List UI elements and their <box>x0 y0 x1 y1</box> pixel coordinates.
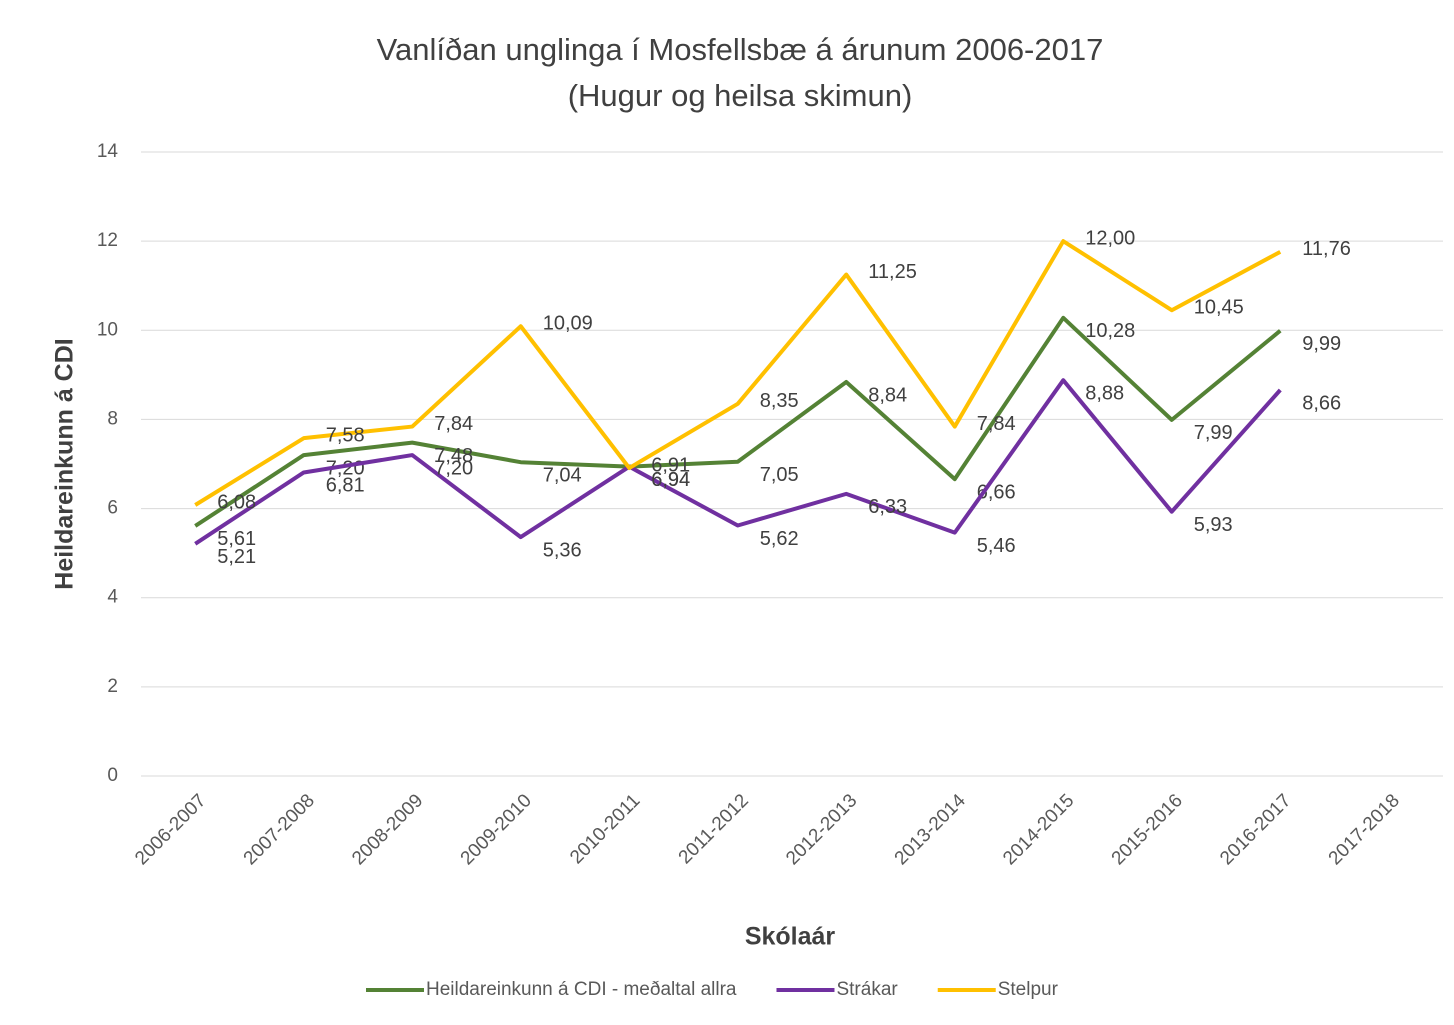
y-tick-label: 6 <box>107 498 118 519</box>
data-label: 8,35 <box>760 390 799 412</box>
y-tick-label: 2 <box>107 676 118 697</box>
legend-label: Strákar <box>836 979 898 1000</box>
data-label: 5,21 <box>217 546 256 568</box>
data-label: 7,58 <box>326 424 365 446</box>
data-label: 10,45 <box>1194 297 1244 319</box>
data-label: 5,93 <box>1194 514 1233 536</box>
data-label: 6,94 <box>651 469 690 491</box>
data-label: 7,48 <box>434 445 473 467</box>
y-axis-label: Heildareinkunn á CDI <box>51 338 79 589</box>
legend-label: Heildareinkunn á CDI - meðaltal allra <box>426 979 737 1000</box>
data-label: 7,84 <box>434 413 473 435</box>
data-label: 7,05 <box>760 464 799 486</box>
line <box>194 315 1282 528</box>
y-tick-label: 12 <box>97 230 118 251</box>
data-label: 5,36 <box>543 539 582 561</box>
data-label: 8,66 <box>1302 392 1341 414</box>
data-label: 7,84 <box>977 413 1016 435</box>
line <box>194 239 1282 507</box>
y-tick-label: 8 <box>107 408 118 429</box>
data-label: 7,04 <box>543 464 582 486</box>
data-label: 11,76 <box>1302 238 1351 260</box>
data-label: 8,84 <box>868 384 907 406</box>
data-label: 6,91 <box>651 454 690 476</box>
data-label: 7,20 <box>434 457 473 479</box>
data-label: 9,99 <box>1302 333 1341 355</box>
data-label: 11,25 <box>868 261 917 283</box>
data-label: 8,88 <box>1085 382 1124 404</box>
data-label: 5,61 <box>217 528 256 550</box>
legend-label: Stelpur <box>998 979 1059 1000</box>
data-label: 12,00 <box>1085 227 1135 249</box>
y-tick-label: 10 <box>97 319 118 340</box>
data-label: 7,99 <box>1194 422 1233 444</box>
data-label: 6,33 <box>868 496 907 518</box>
x-axis-label: Skólaár <box>745 923 836 951</box>
data-label: 5,46 <box>977 535 1016 557</box>
y-tick-label: 0 <box>107 765 118 786</box>
data-label: 6,81 <box>326 475 365 497</box>
data-label: 6,08 <box>217 491 256 513</box>
data-label: 5,62 <box>760 528 799 550</box>
y-tick-label: 4 <box>107 587 118 608</box>
line <box>194 378 1282 546</box>
data-label: 10,28 <box>1085 320 1135 342</box>
data-label: 10,09 <box>543 313 593 335</box>
chart-subtitle: (Hugur og heilsa skimun) <box>568 78 913 113</box>
y-tick-label: 14 <box>97 141 119 162</box>
chart-title: Vanlíðan unglinga í Mosfellsbæ á árunum … <box>377 32 1104 67</box>
